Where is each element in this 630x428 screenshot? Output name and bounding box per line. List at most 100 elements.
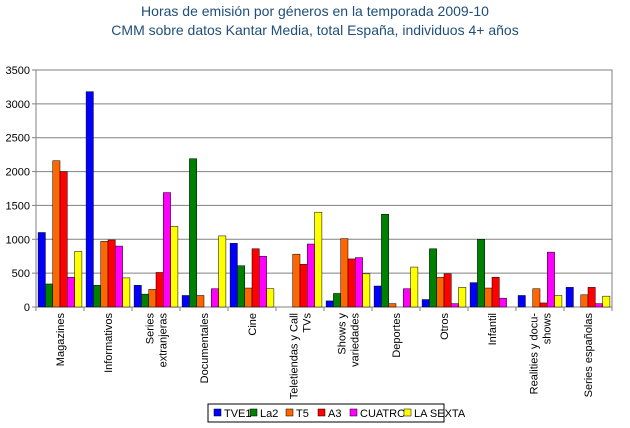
- bar: [122, 277, 131, 308]
- x-category-label: Informativos: [103, 313, 115, 373]
- bar: [244, 287, 253, 308]
- x-category-label: Shows yvariedades: [337, 313, 362, 367]
- bar: [163, 192, 171, 308]
- bar: [100, 241, 109, 308]
- x-category-label-line: Series españolas: [583, 313, 595, 398]
- bar: [491, 276, 500, 308]
- chart-subtitle: CMM sobre datos Kantar Media, total Espa…: [111, 22, 519, 38]
- y-tick-label: 3000: [6, 99, 30, 111]
- y-tick-label: 2500: [6, 133, 30, 145]
- bar: [148, 289, 157, 308]
- bar: [347, 258, 356, 308]
- bar: [45, 283, 53, 308]
- bar: [133, 285, 142, 308]
- bar: [403, 288, 411, 308]
- bar: [67, 276, 75, 308]
- x-category-label-line: Informativos: [103, 313, 115, 373]
- x-category-label-line: Shows y: [337, 313, 349, 355]
- bar: [517, 295, 526, 308]
- bar: [469, 282, 478, 308]
- x-category-label: Series españolas: [583, 313, 595, 398]
- bar: [381, 213, 389, 308]
- x-category-label-line: TVs: [302, 313, 314, 333]
- bar: [477, 239, 485, 308]
- bar: [107, 239, 116, 308]
- bar: [237, 265, 245, 308]
- x-category-label: Realities y docu-shows: [529, 313, 554, 395]
- y-tick-label: 3500: [6, 65, 30, 77]
- x-category-label: Magazines: [55, 313, 67, 367]
- bar: [373, 285, 382, 308]
- x-category-label-line: variedades: [350, 313, 362, 367]
- x-category-label-line: Cine: [247, 313, 259, 336]
- bar: [333, 293, 341, 308]
- bar: [499, 297, 507, 308]
- y-tick-label: 500: [12, 268, 30, 280]
- bar: [429, 248, 437, 308]
- x-category-label-line: shows: [542, 313, 554, 345]
- x-category-label: Cine: [247, 313, 259, 336]
- bar: [218, 235, 227, 308]
- y-tick-label: 1500: [6, 200, 30, 212]
- plot-area: [35, 69, 613, 308]
- legend-label: La2: [260, 408, 278, 420]
- bar: [37, 232, 46, 308]
- bar: [554, 295, 563, 308]
- chart-title: Horas de emisión por géneros en la tempo…: [141, 3, 489, 19]
- legend-swatch: [285, 408, 294, 417]
- legend-swatch: [249, 408, 258, 417]
- y-tick-label: 1000: [6, 234, 30, 246]
- legend-label: A3: [328, 408, 341, 420]
- legend-swatch: [349, 408, 358, 417]
- bar: [52, 160, 61, 308]
- legend: [207, 403, 445, 423]
- x-category-label: Deportes: [391, 313, 403, 358]
- bar: [458, 287, 467, 308]
- bar: [388, 303, 397, 308]
- x-category-label-line: Teletiendas y Call: [289, 313, 301, 399]
- legend-label: LA SEXTA: [414, 408, 466, 420]
- x-category-label: Infantil: [487, 313, 499, 345]
- x-category-label-line: Infantil: [487, 313, 499, 345]
- bar: [547, 251, 555, 308]
- bar: [421, 299, 430, 308]
- bar: [539, 302, 548, 308]
- legend-label: CUATRO: [360, 408, 406, 420]
- bar: [565, 287, 574, 308]
- x-category-label-line: Magazines: [55, 313, 67, 367]
- x-category-label-line: Otros: [439, 313, 451, 340]
- bar: [410, 266, 419, 308]
- bar: [299, 264, 308, 308]
- bar: [595, 303, 603, 308]
- bar: [340, 238, 349, 308]
- bar: [436, 276, 445, 308]
- x-category-label-line: extranjeras: [158, 313, 170, 368]
- bar: [532, 288, 541, 308]
- x-category-label: Otros: [439, 313, 451, 340]
- x-category-label: Seriesextranjeras: [145, 313, 170, 368]
- bar: [602, 295, 611, 308]
- bar: [115, 245, 123, 308]
- legend-label: TVE1: [224, 408, 252, 420]
- bar: [355, 257, 363, 308]
- bar: [307, 243, 315, 308]
- y-tick-label: 0: [24, 302, 30, 314]
- bar: [170, 226, 179, 308]
- bar: [189, 158, 197, 308]
- bar: [74, 251, 83, 308]
- x-category-label-line: Series: [145, 313, 157, 345]
- x-category-label: Documentales: [199, 313, 211, 384]
- bar: [59, 171, 68, 308]
- bar: [484, 287, 493, 308]
- bar: [325, 300, 334, 308]
- bar: [443, 273, 452, 308]
- bar: [587, 287, 596, 308]
- legend-swatch: [317, 408, 326, 417]
- bar: [211, 288, 219, 308]
- bar: [314, 211, 323, 308]
- bar: [580, 294, 589, 308]
- bar: [85, 91, 94, 308]
- x-category-label-line: Documentales: [199, 313, 211, 384]
- legend-label: T5: [296, 408, 309, 420]
